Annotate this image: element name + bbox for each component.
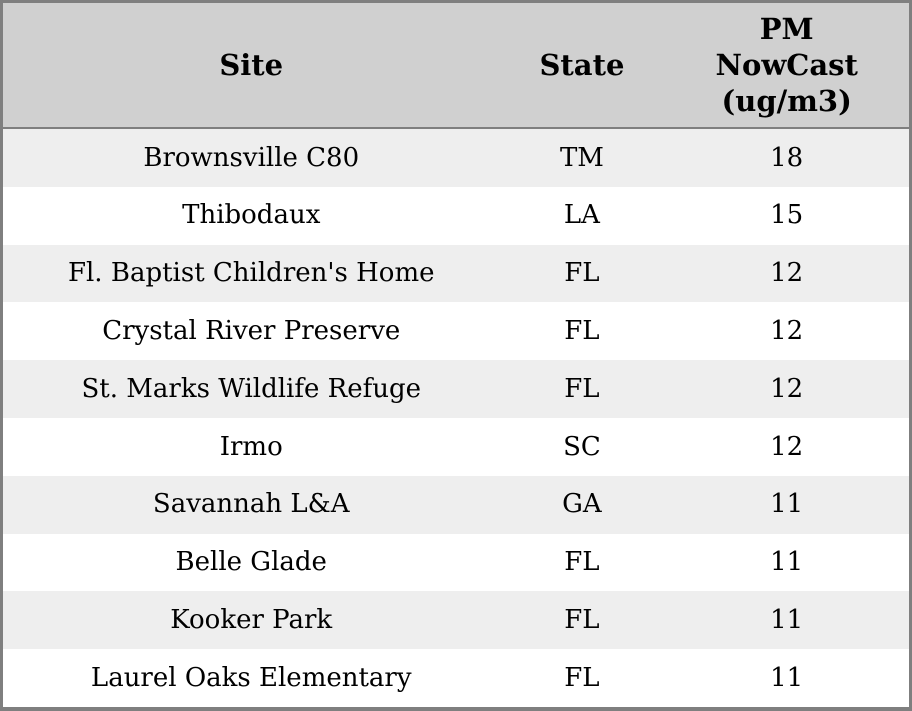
state-cell: LA <box>563 200 600 231</box>
table-row: Belle Glade FL 11 <box>3 533 909 592</box>
site-cell: Crystal River Preserve <box>102 315 401 346</box>
table-row: Kooker Park FL 11 <box>3 591 909 650</box>
table-row: Thibodaux LA 15 <box>3 186 909 245</box>
site-cell: Laurel Oaks Elementary <box>90 662 412 693</box>
table-row: Fl. Baptist Children's Home FL 12 <box>3 244 909 303</box>
value-cell: 11 <box>770 604 804 635</box>
state-cell: FL <box>564 373 600 404</box>
site-cell: St. Marks Wildlife Refuge <box>81 373 421 404</box>
header-cell-pm-nowcast: PM NowCast (ug/m3) <box>715 11 858 119</box>
state-cell: FL <box>564 662 600 693</box>
state-cell: SC <box>563 431 601 462</box>
site-cell: Kooker Park <box>170 604 333 635</box>
table-row: Savannah L&A GA 11 <box>3 475 909 534</box>
state-cell: FL <box>564 315 600 346</box>
table-row: Crystal River Preserve FL 12 <box>3 302 909 361</box>
value-cell: 12 <box>770 431 804 462</box>
state-cell: FL <box>564 258 600 289</box>
header-cell-state: State <box>539 47 625 82</box>
site-cell: Belle Glade <box>175 547 327 578</box>
table-body: Brownsville C80 TM 18 Thibodaux LA 15 Fl… <box>3 129 909 707</box>
table-row: Laurel Oaks Elementary FL 11 <box>3 649 909 707</box>
table-header-row: Site State PM NowCast (ug/m3) <box>3 3 909 129</box>
value-cell: 11 <box>770 662 804 693</box>
value-cell: 15 <box>770 200 804 231</box>
value-cell: 12 <box>770 373 804 404</box>
table-row: Irmo SC 12 <box>3 417 909 476</box>
header-cell-site: Site <box>219 47 284 82</box>
site-cell: Fl. Baptist Children's Home <box>67 258 435 289</box>
value-cell: 12 <box>770 258 804 289</box>
value-cell: 11 <box>770 489 804 520</box>
table-row: St. Marks Wildlife Refuge FL 12 <box>3 360 909 418</box>
site-cell: Thibodaux <box>182 200 321 231</box>
site-cell: Savannah L&A <box>152 489 350 520</box>
table-row: Brownsville C80 TM 18 <box>3 129 909 187</box>
value-cell: 11 <box>770 547 804 578</box>
state-cell: FL <box>564 547 600 578</box>
site-cell: Brownsville C80 <box>143 142 360 173</box>
state-cell: GA <box>562 489 602 520</box>
site-cell: Irmo <box>219 431 283 462</box>
value-cell: 12 <box>770 315 804 346</box>
value-cell: 18 <box>770 142 804 173</box>
state-cell: TM <box>559 142 604 173</box>
state-cell: FL <box>564 604 600 635</box>
